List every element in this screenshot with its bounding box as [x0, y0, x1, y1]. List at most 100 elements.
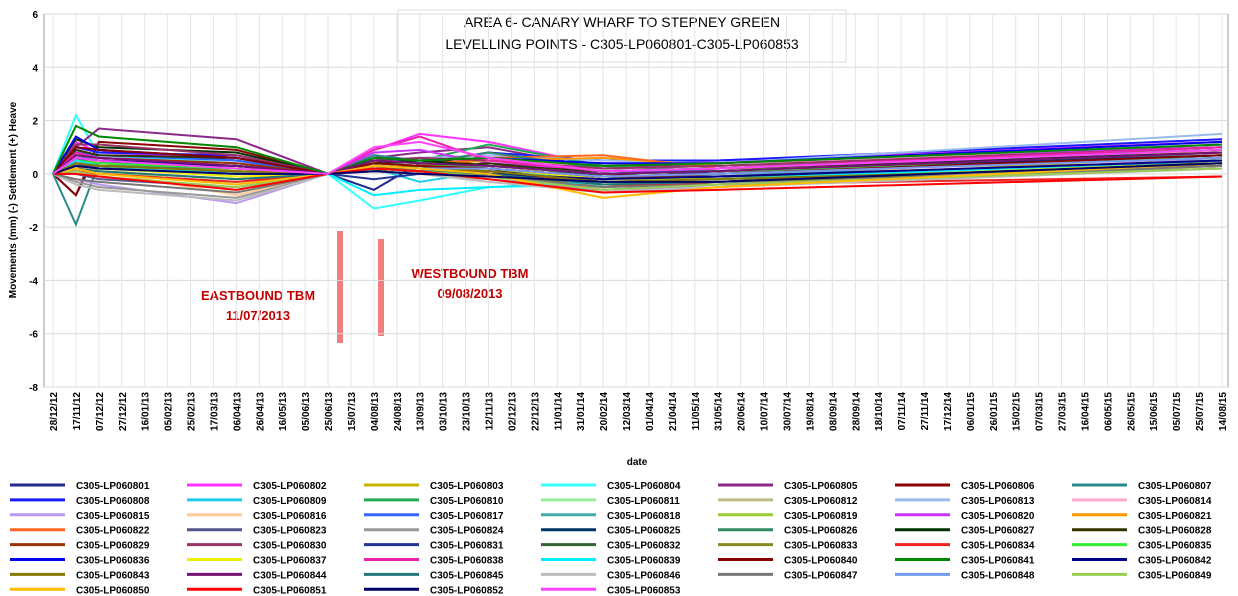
x-tick-label: 10/07/14	[760, 392, 771, 431]
x-tick-label: 16/05/13	[278, 392, 289, 431]
legend-label: C305-LP060811	[607, 496, 680, 507]
x-tick-label: 05/07/15	[1172, 392, 1183, 431]
x-tick-label: 27/03/15	[1058, 392, 1069, 431]
legend-label: C305-LP060829	[76, 541, 150, 552]
y-tick-label: -4	[29, 276, 38, 287]
legend-label: C305-LP060823	[253, 526, 327, 537]
y-tick-label: 2	[32, 117, 38, 128]
series-line	[52, 124, 1223, 175]
chart-subtitle: LEVELLING POINTS - C305-LP060801-C305-LP…	[445, 36, 799, 52]
annotation: EASTBOUND TBM	[201, 288, 315, 303]
legend-label: C305-LP060825	[607, 526, 681, 537]
legend-label: C305-LP060830	[253, 541, 327, 552]
x-tick-label: 08/09/14	[828, 392, 839, 431]
annotation: 09/08/2013	[437, 286, 502, 301]
legend-label: C305-LP060831	[430, 541, 504, 552]
legend-label: C305-LP060832	[607, 541, 681, 552]
x-tick-label: 03/10/13	[439, 392, 450, 431]
y-tick-label: -2	[29, 223, 38, 234]
legend-label: C305-LP060813	[961, 496, 1035, 507]
x-tick-label: 26/05/15	[1126, 392, 1137, 431]
legend-label: C305-LP060826	[784, 526, 858, 537]
legend-label: C305-LP060814	[1138, 496, 1212, 507]
x-tick-label: 06/04/13	[232, 392, 243, 431]
legend-label: C305-LP060816	[253, 511, 327, 522]
x-tick-label: 06/01/15	[966, 392, 977, 431]
x-tick-label: 17/12/14	[943, 392, 954, 431]
x-tick-label: 24/08/13	[393, 392, 404, 431]
x-tick-label: 14/08/15	[1218, 392, 1229, 431]
y-tick-label: -6	[29, 330, 38, 341]
legend-label: C305-LP060849	[1138, 570, 1212, 581]
x-tick-label: 30/07/14	[782, 392, 793, 431]
x-tick-label: 15/06/15	[1149, 392, 1160, 431]
legend-label: C305-LP060835	[1138, 541, 1212, 552]
legend-label: C305-LP060809	[253, 496, 327, 507]
chart-title: AREA 6- CANARY WHARF TO STEPNEY GREEN	[464, 14, 780, 30]
legend-label: C305-LP060810	[430, 496, 504, 507]
x-tick-label: 26/01/15	[989, 392, 1000, 431]
x-tick-label: 07/12/12	[95, 392, 106, 431]
legend-label: C305-LP060802	[253, 481, 327, 492]
legend-label: C305-LP060817	[430, 511, 504, 522]
legend-label: C305-LP060845	[430, 570, 504, 581]
title-box	[397, 9, 847, 63]
x-tick-label: 07/11/14	[897, 392, 908, 431]
x-tick-label: 25/02/13	[187, 392, 198, 431]
x-tick-label: 23/10/13	[462, 392, 473, 431]
x-tick-label: 20/06/14	[737, 392, 748, 431]
legend-label: C305-LP060818	[607, 511, 681, 522]
x-tick-label: 02/12/13	[507, 392, 518, 431]
legend-label: C305-LP060848	[961, 570, 1035, 581]
x-tick-label: 15/02/15	[1012, 392, 1023, 431]
legend-label: C305-LP060834	[961, 541, 1035, 552]
legend-label: C305-LP060821	[1138, 511, 1212, 522]
legend-label: C305-LP060838	[430, 556, 504, 567]
x-tick-label: 05/06/13	[301, 392, 312, 431]
series-line	[52, 151, 1223, 175]
legend-label: C305-LP060837	[253, 556, 327, 567]
legend-label: C305-LP060851	[253, 585, 327, 596]
series-line	[52, 162, 1223, 183]
legend-label: C305-LP060852	[430, 585, 504, 596]
x-tick-label: 27/12/12	[118, 392, 129, 431]
legend-label: C305-LP060822	[76, 526, 150, 537]
x-tick-label: 12/11/13	[485, 392, 496, 431]
x-tick-label: 20/02/14	[599, 392, 610, 431]
x-tick-label: 21/04/14	[668, 392, 679, 431]
legend-label: C305-LP060815	[76, 511, 150, 522]
legend-label: C305-LP060808	[76, 496, 150, 507]
y-tick-label: -8	[29, 383, 38, 394]
legend-label: C305-LP060840	[784, 556, 858, 567]
legend-label: C305-LP060836	[76, 556, 150, 567]
annotation: WESTBOUND TBM	[412, 266, 529, 281]
x-tick-label: 12/03/14	[622, 392, 633, 431]
x-tick-label: 22/12/13	[530, 392, 541, 431]
x-tick-label: 28/12/12	[49, 392, 60, 431]
x-tick-label: 16/01/13	[141, 392, 152, 431]
x-tick-label: 27/11/14	[920, 392, 931, 431]
x-tick-label: 26/04/13	[255, 392, 266, 431]
legend-label: C305-LP060820	[961, 511, 1035, 522]
x-tick-label: 01/04/14	[645, 392, 656, 431]
x-tick-label: 19/08/14	[805, 392, 816, 431]
legend-label: C305-LP060843	[76, 570, 150, 581]
series-line	[53, 167, 1223, 194]
legend-label: C305-LP060842	[1138, 556, 1212, 567]
legend-label: C305-LP060806	[961, 481, 1035, 492]
x-tick-label: 13/09/13	[416, 392, 427, 431]
legend-label: C305-LP060805	[784, 481, 858, 492]
legend-label: C305-LP060833	[784, 541, 858, 552]
x-tick-label: 06/05/15	[1103, 392, 1114, 431]
y-tick-label: 4	[32, 63, 38, 74]
y-axis-label: Movements (mm) (-) Settlement (+) Heave	[8, 101, 19, 298]
legend-label: C305-LP060824	[430, 526, 504, 537]
legend-label: C305-LP060803	[430, 481, 504, 492]
x-tick-label: 11/05/14	[691, 392, 702, 431]
legend-label: C305-LP060841	[961, 556, 1035, 567]
x-tick-label: 31/01/14	[576, 392, 587, 431]
x-tick-label: 17/03/13	[209, 392, 220, 431]
x-tick-label: 16/04/15	[1080, 392, 1091, 431]
